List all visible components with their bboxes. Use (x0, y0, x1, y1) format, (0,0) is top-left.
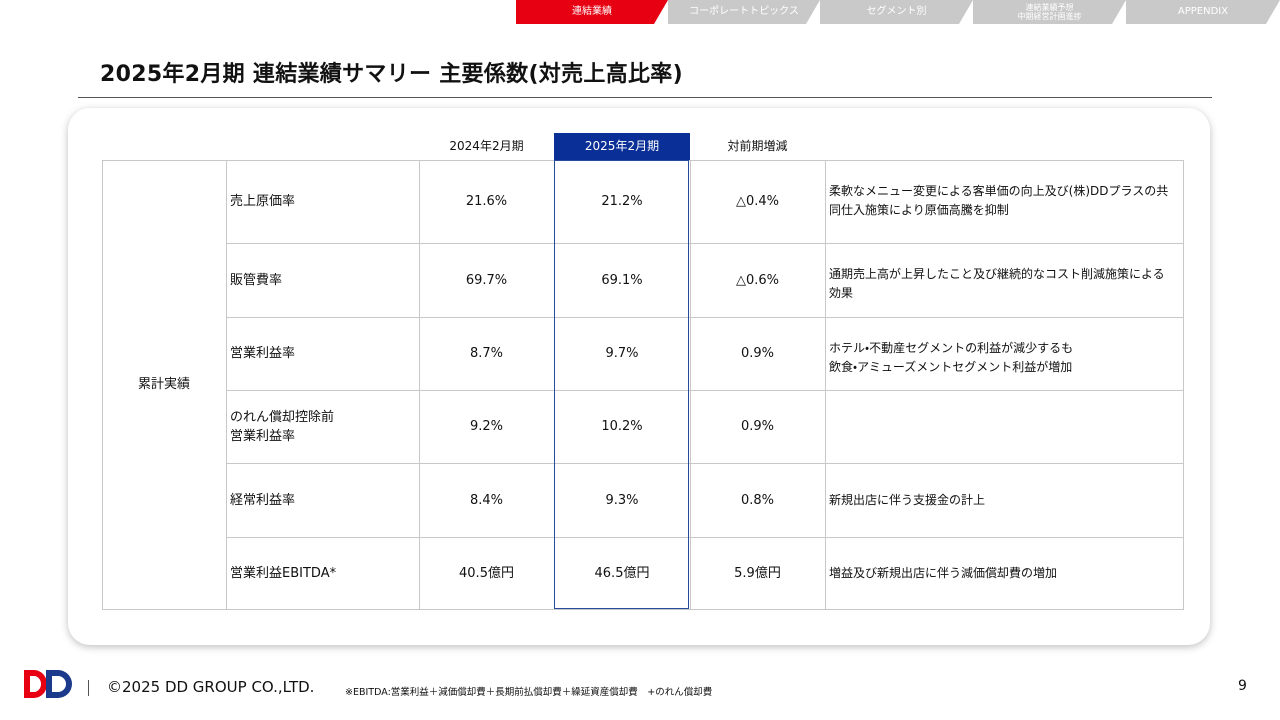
table-border (690, 160, 691, 610)
text-line: 連結業績 (572, 6, 612, 17)
table-card (68, 108, 1210, 645)
table-border (226, 243, 1183, 244)
value-cell: 69.1% (601, 272, 643, 288)
value-cell: △0.4% (735, 194, 780, 209)
text-line: 中期経営計画進捗 (1017, 12, 1082, 21)
row-label: 経常利益率 (226, 463, 419, 537)
value-cell: 0.9% (740, 346, 775, 361)
value-cell: △0.6% (735, 272, 780, 288)
value-cell: 40.5億円 (459, 565, 514, 581)
row-label: 営業利益EBITDA* (226, 537, 419, 609)
table-border (226, 390, 1183, 391)
text-line: のれん償却控除前 (230, 409, 335, 425)
row-label: 売上原価率 (226, 160, 419, 243)
value-cell: 9.7% (605, 346, 639, 361)
table-border (226, 160, 227, 610)
text-line: 効果 (829, 286, 854, 300)
value-cell: 9.3% (605, 492, 639, 508)
nav-tab[interactable]: 連結業績予想 中期経営計画進捗 (973, 0, 1126, 24)
text-line: 販管費率 (230, 272, 283, 288)
logo-mark (46, 670, 72, 698)
text-line: 経常利益率 (230, 492, 296, 508)
nav-tab[interactable]: セグメント別 (820, 0, 973, 24)
text-line: 柔軟なメニュー変更による客単価の向上及び(株)DDプラスの共 (829, 184, 1169, 198)
column-header: 対前期増減 (727, 139, 788, 153)
footnote: ※EBITDA:営業利益＋減価償却費＋長期前払償却費＋繰延資産償却費 +のれん償… (345, 687, 713, 698)
value-cell: 10.2% (601, 419, 643, 434)
text-line: 営業利益EBITDA* (230, 565, 337, 581)
table-border (102, 160, 103, 610)
column-header: 2025年2月期 (554, 133, 690, 160)
text-line: コーポレートトピックス (689, 6, 799, 17)
column-header: 2024年2月期 (449, 139, 524, 153)
table-border (419, 160, 420, 610)
page-number: 9 (1238, 678, 1247, 694)
value-cell: 46.5億円 (594, 565, 650, 581)
value-cell: 21.6% (465, 194, 508, 209)
title-rule (78, 97, 1212, 98)
table-border (226, 317, 1183, 318)
comment-cell: 柔軟なメニュー変更による客単価の向上及び(株)DDプラスの共 同仕入施策により原価… (825, 160, 1183, 243)
footer-separator (88, 680, 89, 696)
comment-cell (825, 390, 1183, 463)
text-line: セグメント別 (866, 6, 927, 17)
row-label: 販管費率 (226, 243, 419, 317)
table-border (102, 609, 1183, 610)
slide-title: 2025年2月期 連結業績サマリー 主要係数(対売上高比率) (100, 62, 683, 87)
table-border (825, 160, 826, 610)
row-label: のれん償却控除前 営業利益率 (226, 390, 419, 463)
value-cell: 0.9% (740, 419, 775, 434)
logo: DD (24, 670, 72, 698)
text-line: 売上原価率 (230, 194, 296, 209)
nav-tab[interactable]: 連結業績 (516, 0, 668, 24)
text-line: ホテル・不動産セグメントの利益が減少するも (829, 341, 1074, 355)
value-cell: 5.9億円 (734, 565, 781, 581)
value-cell: 21.2% (601, 194, 643, 209)
text-line: 同仕入施策により原価高騰を抑制 (829, 203, 1009, 217)
text-line: APPENDIX (1177, 6, 1229, 17)
logo-mark (24, 670, 47, 698)
row-label: 営業利益率 (226, 317, 419, 390)
value-cell: 8.7% (469, 346, 504, 361)
table-border (226, 537, 1183, 538)
comment-cell: ホテル・不動産セグメントの利益が減少するも 飲食・アミューズメントセグメント利益が… (825, 317, 1183, 390)
group-label: 累計実績 (137, 377, 190, 392)
value-cell: 9.2% (469, 419, 504, 434)
highlight-frame (554, 160, 689, 609)
value-cell: 0.8% (740, 492, 775, 508)
text-line: 増益及び新規出店に伴う減価償却費の増加 (829, 565, 1058, 580)
text-line: 通期売上高が上昇したこと及び継続的なコスト削減施策による (829, 267, 1165, 281)
comment-cell: 新規出店に伴う支援金の計上 (825, 463, 1183, 537)
text-line: 営業利益率 (230, 346, 296, 361)
text-line: 新規出店に伴う支援金の計上 (829, 492, 986, 507)
comment-cell: 通期売上高が上昇したこと及び継続的なコスト削減施策による 効果 (825, 243, 1183, 317)
table-border (226, 463, 1183, 464)
nav-tab[interactable]: コーポレートトピックス (668, 0, 820, 24)
table-border (1183, 160, 1184, 610)
text-line: 連結業績予想 (1025, 3, 1074, 12)
value-cell: 69.7% (465, 272, 508, 288)
text-line: 飲食・アミューズメントセグメント利益が増加 (829, 360, 1073, 374)
copyright: ©2025 DD GROUP CO.,LTD. (107, 678, 315, 696)
comment-cell: 増益及び新規出店に伴う減価償却費の増加 (825, 537, 1183, 609)
value-cell: 8.4% (469, 492, 504, 508)
nav-tab[interactable]: APPENDIX (1126, 0, 1280, 24)
logo-text: DD (48, 687, 50, 689)
text-line: 営業利益率 (230, 428, 296, 444)
